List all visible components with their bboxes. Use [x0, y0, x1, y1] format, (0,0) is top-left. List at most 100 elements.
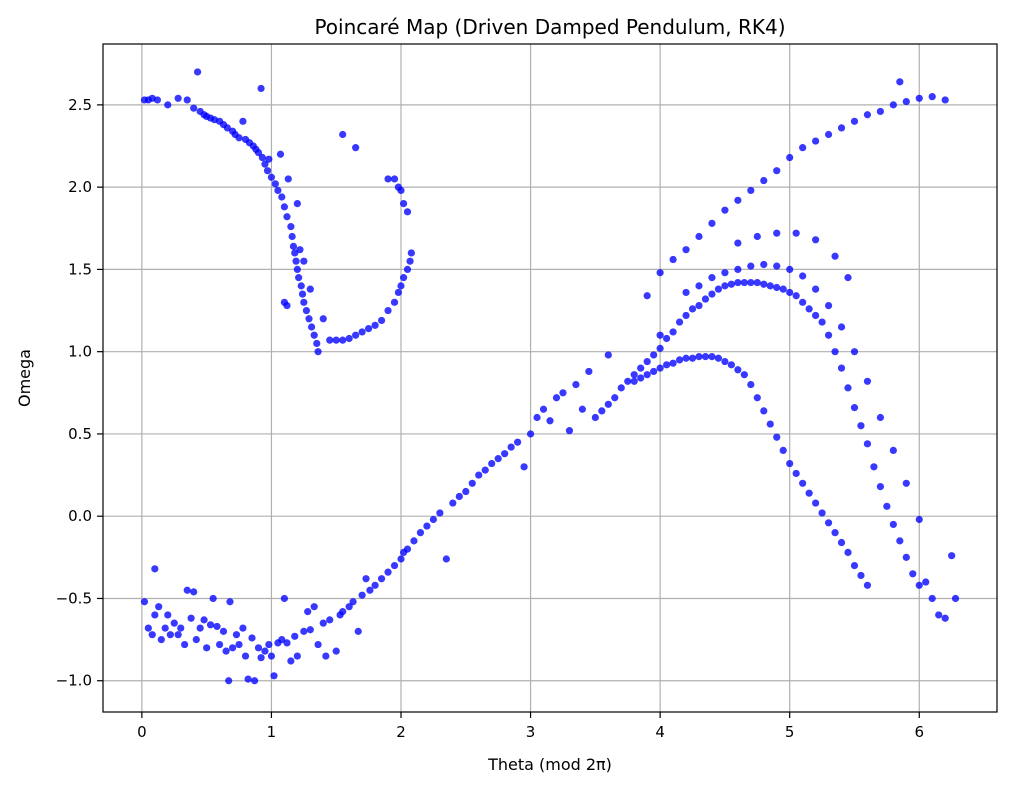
data-point — [663, 361, 671, 369]
data-point — [552, 394, 561, 402]
data-point — [695, 232, 703, 241]
data-point — [951, 594, 960, 603]
x-tick-label: 4 — [655, 723, 665, 741]
data-point — [151, 565, 159, 573]
data-point — [786, 265, 794, 274]
data-point — [837, 364, 846, 372]
data-point — [283, 213, 291, 221]
data-point — [280, 594, 288, 603]
data-point — [831, 529, 839, 537]
data-point — [365, 325, 373, 333]
data-point — [773, 229, 781, 237]
data-point — [384, 306, 392, 315]
data-point — [283, 302, 291, 310]
data-point — [190, 588, 198, 596]
data-point — [293, 652, 301, 660]
data-point — [257, 654, 265, 662]
data-point — [876, 482, 884, 491]
data-point — [909, 570, 917, 578]
data-point — [760, 280, 768, 288]
data-point — [721, 206, 729, 214]
data-point — [721, 282, 729, 290]
data-point — [792, 469, 800, 478]
data-point — [708, 290, 716, 298]
data-point — [203, 644, 211, 652]
data-point — [397, 555, 405, 563]
data-point — [265, 155, 273, 163]
data-point — [254, 148, 263, 157]
data-point — [889, 101, 897, 109]
data-point — [261, 160, 269, 168]
data-point — [941, 614, 949, 622]
data-point — [559, 389, 567, 397]
x-axis-label: Theta (mod 2π) — [487, 755, 612, 774]
data-point — [850, 404, 859, 412]
data-point — [915, 581, 923, 589]
data-point — [397, 282, 405, 290]
data-point — [287, 223, 295, 231]
data-point — [650, 367, 658, 376]
data-point — [206, 621, 215, 629]
data-point — [786, 288, 794, 297]
data-point — [902, 97, 910, 106]
data-point — [319, 619, 327, 627]
data-point — [695, 282, 703, 290]
data-point — [278, 636, 286, 644]
data-point — [183, 96, 191, 104]
x-tick-label: 3 — [526, 723, 536, 741]
data-point — [786, 459, 794, 468]
data-point — [144, 624, 152, 632]
data-point — [429, 515, 437, 524]
data-point — [226, 598, 234, 606]
data-point — [915, 94, 923, 102]
data-point — [656, 364, 664, 372]
data-point — [257, 84, 265, 93]
data-point — [232, 631, 241, 639]
data-point — [302, 306, 311, 315]
data-point — [747, 186, 755, 195]
data-point — [824, 519, 833, 527]
plot-frame — [102, 43, 998, 713]
data-point — [643, 357, 651, 366]
data-point — [481, 466, 489, 474]
data-point — [151, 611, 159, 619]
data-point — [280, 203, 288, 211]
data-point — [384, 568, 392, 576]
data-point — [831, 252, 839, 260]
data-point — [572, 380, 580, 389]
data-point — [276, 150, 285, 158]
data-point — [267, 652, 276, 660]
data-point — [181, 640, 189, 649]
data-point — [935, 611, 943, 619]
data-point — [200, 616, 208, 624]
y-tick-label: 1.5 — [68, 260, 92, 278]
data-point — [650, 351, 658, 359]
data-point — [669, 359, 677, 367]
data-point — [339, 608, 347, 616]
data-point — [193, 68, 202, 76]
data-point — [300, 257, 308, 265]
data-point — [760, 176, 768, 185]
data-point — [410, 537, 418, 545]
data-point — [261, 647, 269, 655]
data-point — [682, 311, 690, 320]
data-point — [565, 427, 574, 435]
data-point — [352, 144, 360, 152]
data-point — [345, 334, 353, 343]
data-point — [799, 479, 807, 487]
data-point — [805, 305, 813, 313]
data-point — [310, 331, 318, 339]
data-point — [190, 104, 198, 112]
data-point — [366, 586, 374, 594]
data-point — [475, 471, 483, 479]
data-point — [721, 269, 729, 277]
data-point — [403, 545, 412, 553]
scatter-points — [140, 68, 960, 685]
data-point — [682, 354, 690, 362]
data-point — [235, 640, 243, 649]
data-point — [390, 298, 399, 306]
data-point — [228, 644, 237, 652]
data-point — [306, 285, 314, 293]
data-point — [263, 167, 272, 175]
data-point — [857, 571, 865, 580]
